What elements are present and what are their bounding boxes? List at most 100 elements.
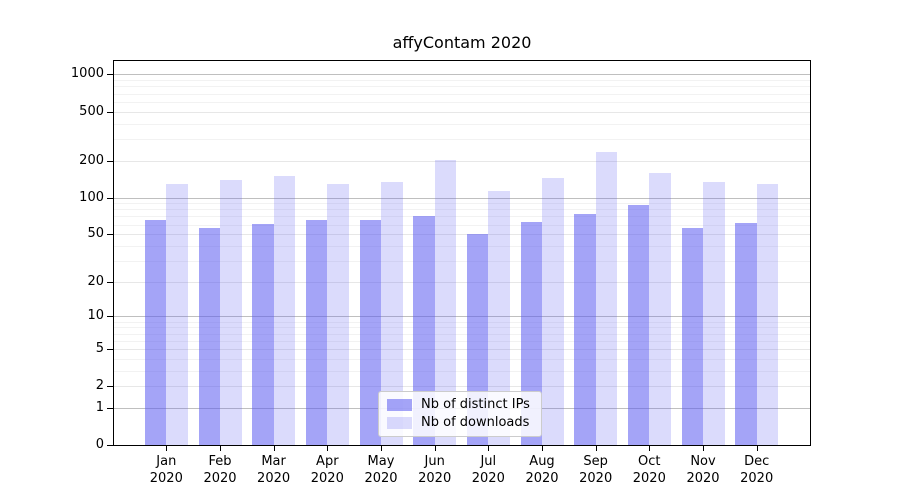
bar-downloads-feb (220, 179, 242, 445)
gridline (114, 74, 810, 76)
gridline (114, 197, 810, 199)
x-tick (381, 446, 382, 451)
gridline (114, 234, 810, 236)
gridline (114, 86, 810, 88)
legend-item-distinct-ips: Nb of distinct IPs (387, 397, 530, 412)
y-tick-label: 0 (95, 437, 104, 452)
x-tick-label: Feb 2020 (203, 454, 237, 486)
x-tick-label: Sep 2020 (579, 454, 613, 486)
x-tick (220, 446, 221, 451)
x-tick (595, 446, 597, 451)
gridline (114, 358, 810, 360)
y-tick (107, 281, 113, 283)
y-tick (107, 386, 113, 388)
gridline (114, 370, 810, 372)
y-tick-label: 500 (79, 103, 104, 119)
x-tick-label: Oct 2020 (632, 454, 666, 486)
gridline (114, 209, 810, 211)
legend-label-downloads: Nb of downloads (421, 415, 530, 430)
gridline (114, 386, 810, 388)
bar-downloads-mar (273, 175, 296, 445)
legend-swatch-downloads (387, 416, 412, 429)
x-tick-label: May 2020 (364, 454, 398, 486)
y-tick-label: 50 (87, 226, 104, 242)
x-tick-label: Jan 2020 (149, 454, 183, 486)
gridline (114, 260, 810, 262)
gridline (114, 93, 810, 95)
x-tick-label: Jul 2020 (471, 454, 505, 486)
chart-title: affyContam 2020 (392, 33, 532, 52)
y-tick (107, 348, 113, 350)
bar-downloads-sep (595, 151, 618, 445)
y-tick-label: 5 (95, 340, 104, 356)
gridline (114, 245, 810, 247)
bar-distinct-ips-nov (681, 228, 703, 445)
legend: Nb of distinct IPs Nb of downloads (378, 391, 542, 437)
gridline (114, 340, 810, 342)
y-tick (107, 407, 113, 409)
x-tick-label: Jun 2020 (418, 454, 452, 486)
y-tick-label: 200 (79, 152, 104, 168)
y-tick (107, 111, 113, 113)
legend-swatch-distinct-ips (387, 398, 412, 411)
x-tick (649, 446, 651, 451)
x-tick-label: Mar 2020 (257, 454, 291, 486)
gridline (114, 203, 810, 205)
legend-label-distinct-ips: Nb of distinct IPs (421, 397, 530, 412)
x-tick (327, 446, 329, 451)
bar-downloads-nov (703, 181, 725, 445)
bar-distinct-ips-feb (198, 228, 220, 445)
bar-distinct-ips-may (359, 219, 381, 445)
y-tick (107, 74, 113, 76)
gridline (114, 327, 810, 329)
y-tick-label: 1 (95, 399, 104, 415)
gridline (114, 333, 810, 335)
gridline (114, 316, 810, 318)
bar-downloads-jul (488, 191, 510, 445)
bar-downloads-oct (649, 172, 671, 445)
bar-distinct-ips-jun (413, 216, 435, 445)
x-tick (166, 446, 168, 451)
bar-downloads-apr (327, 183, 349, 445)
bar-distinct-ips-sep (574, 214, 596, 445)
bar-distinct-ips-dec (735, 222, 757, 445)
x-tick-label: Aug 2020 (525, 454, 559, 486)
gridline (114, 216, 810, 218)
x-tick (488, 446, 490, 451)
x-tick (434, 446, 436, 451)
gridline (114, 348, 810, 350)
gridline (114, 321, 810, 323)
x-tick-label: Apr 2020 (310, 454, 344, 486)
y-tick (107, 160, 113, 162)
gridline (114, 111, 810, 113)
gridline (114, 138, 810, 140)
x-tick-label: Dec 2020 (740, 454, 774, 486)
legend-item-downloads: Nb of downloads (387, 415, 530, 430)
gridline (114, 123, 810, 125)
bar-distinct-ips-apr (305, 220, 328, 445)
y-tick-label: 1000 (70, 66, 104, 82)
x-tick-label: Nov 2020 (686, 454, 720, 486)
bar-distinct-ips-jan (144, 220, 167, 445)
bar-distinct-ips-mar (252, 223, 274, 445)
plot-area (113, 60, 811, 446)
gridline (114, 224, 810, 226)
y-tick (107, 197, 113, 199)
y-tick (107, 234, 113, 236)
x-tick (542, 446, 543, 451)
bar-downloads-dec (756, 183, 779, 445)
bar-distinct-ips-oct (627, 204, 650, 445)
x-tick (756, 446, 758, 451)
x-tick (273, 446, 275, 451)
bar-downloads-jun (434, 160, 457, 445)
y-tick (107, 316, 113, 318)
y-tick-label: 20 (87, 273, 104, 289)
gridline (114, 80, 810, 82)
y-tick-label: 10 (87, 308, 104, 324)
gridline (114, 160, 810, 162)
bar-downloads-jan (166, 183, 188, 445)
gridline (114, 101, 810, 103)
y-tick (107, 445, 113, 446)
x-tick (703, 446, 704, 451)
